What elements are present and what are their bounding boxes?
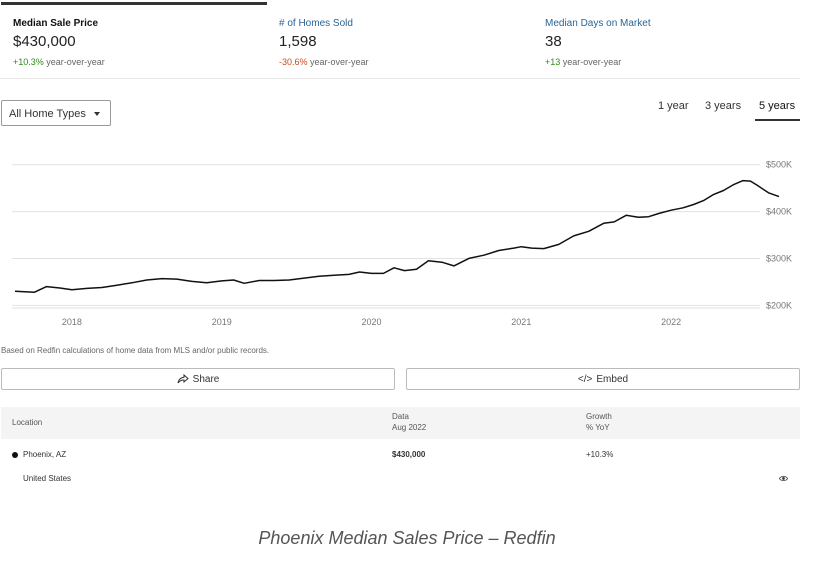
x-tick-label: 2019 [212, 317, 232, 327]
tab-value: 1,598 [279, 33, 317, 50]
x-tick-label: 2021 [511, 317, 531, 327]
median-sale-price-chart: $200K $300K $400K $500K 2018 2019 2020 2021 2022 [12, 160, 792, 327]
tab-title: Median Days on Market [545, 18, 651, 29]
tab-value: 38 [545, 33, 562, 50]
table-row: Phoenix, AZ $430,000 +10.3% [1, 443, 800, 467]
home-type-dropdown[interactable]: All Home Types [1, 100, 111, 126]
selected-period-underline [755, 119, 800, 121]
code-icon: </> [577, 373, 593, 385]
row-data: $430,000 [392, 450, 426, 459]
col-data: Data [392, 412, 409, 421]
x-tick-label: 2018 [62, 317, 82, 327]
series-dot [12, 452, 18, 458]
tab-median-sale-price[interactable]: Median Sale Price $430,000 +10.3% year-o… [1, 2, 267, 81]
change-value: +13 [545, 57, 561, 67]
tab-change: +10.3% year-over-year [13, 57, 105, 67]
caret-down-icon [94, 112, 100, 116]
col-growth-sub: % YoY [586, 423, 610, 432]
period-3-years[interactable]: 3 years [705, 100, 742, 112]
embed-label: Embed [596, 373, 629, 385]
row-location: United States [23, 474, 72, 483]
row-location: Phoenix, AZ [23, 450, 67, 459]
table-row: United States [1, 467, 800, 491]
col-data-sub: Aug 2022 [392, 423, 427, 432]
tab-value: $430,000 [13, 33, 76, 50]
embed-button[interactable]: </> Embed [406, 368, 800, 390]
tab-title: Median Sale Price [13, 18, 99, 29]
col-location: Location [12, 418, 43, 427]
change-suffix: year-over-year [560, 57, 622, 67]
x-tick-label: 2022 [661, 317, 681, 327]
period-5-years[interactable]: 5 years [759, 100, 796, 112]
dropdown-label: All Home Types [9, 108, 86, 120]
y-tick-label: $200K [766, 300, 792, 310]
table-header: Location Data Aug 2022 Growth % YoY [1, 407, 800, 439]
x-tick-label: 2020 [362, 317, 382, 327]
period-selector: 1 year 3 years 5 years [650, 100, 800, 121]
change-value: +10.3% [13, 57, 44, 67]
image-caption: Phoenix Median Sales Price – Redfin [258, 528, 556, 548]
source-note: Based on Redfin calculations of home dat… [1, 346, 270, 355]
y-tick-label: $500K [766, 160, 792, 170]
y-tick-label: $300K [766, 253, 792, 263]
tab-title: # of Homes Sold [279, 18, 353, 29]
share-button[interactable]: Share [1, 368, 395, 390]
series-line-median-sale-price [14, 179, 780, 293]
change-value: -30.6% [279, 57, 308, 67]
change-suffix: year-over-year [307, 57, 369, 67]
y-tick-label: $400K [766, 207, 792, 217]
row-growth: +10.3% [586, 450, 614, 459]
change-suffix: year-over-year [43, 57, 105, 67]
share-arrow-icon [177, 374, 189, 384]
tab-median-days-on-market[interactable]: Median Days on Market 38 +13 year-over-y… [533, 2, 799, 78]
tab-homes-sold[interactable]: # of Homes Sold 1,598 -30.6% year-over-y… [267, 2, 533, 78]
eye-icon[interactable] [779, 474, 788, 483]
metric-tabs: Median Sale Price $430,000 +10.3% year-o… [0, 2, 800, 79]
period-1-year[interactable]: 1 year [658, 100, 689, 112]
tab-change: +13 year-over-year [545, 57, 621, 67]
tab-change: -30.6% year-over-year [279, 57, 369, 67]
share-label: Share [192, 373, 220, 385]
col-growth: Growth [586, 412, 612, 421]
